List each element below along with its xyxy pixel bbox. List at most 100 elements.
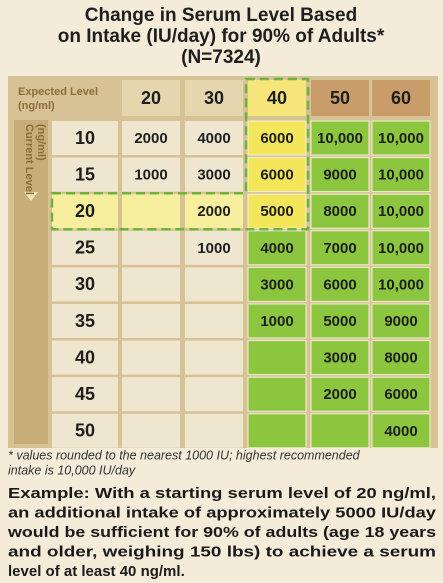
cell-value: 2000 (197, 203, 230, 220)
footnote: * values rounded to the nearest 1000 IU;… (8, 448, 361, 462)
cell (247, 303, 307, 339)
cell (371, 413, 431, 449)
cell (185, 157, 243, 192)
column-label: 40 (267, 88, 287, 108)
footnote: intake is 10,000 IU/day (8, 463, 136, 477)
row-header-text: Current Level (23, 124, 35, 195)
row-label-cell (52, 194, 118, 229)
row-label-cell (52, 230, 118, 265)
cell (371, 230, 431, 266)
example-text: an additional intake of approximately 50… (8, 504, 437, 521)
cell-value: 4000 (260, 240, 293, 257)
cell (122, 157, 180, 192)
cell (247, 376, 307, 412)
cell (247, 413, 307, 449)
cell-value: 10,000 (317, 130, 363, 147)
title: on Intake (IU/day) for 90% of Adults* (58, 26, 385, 47)
cell-value: 9000 (384, 313, 417, 330)
cell (310, 340, 370, 376)
header-label-cell (14, 80, 118, 116)
row-label: 50 (75, 421, 95, 441)
cell (247, 120, 307, 156)
row-label: 25 (75, 238, 95, 258)
cell (185, 230, 243, 265)
cell-value: 2000 (323, 386, 356, 403)
row-label: 45 (75, 384, 95, 404)
column-label: 60 (391, 88, 411, 108)
cell (310, 376, 370, 412)
cell (122, 121, 180, 155)
cell-value: 10,000 (378, 240, 424, 257)
cell-value: 6000 (384, 386, 417, 403)
cell-value: 3000 (323, 350, 356, 367)
row-label: 20 (75, 201, 95, 221)
row-header: Current Level (ng/ml) (23, 124, 47, 195)
cell-value: 1000 (134, 167, 167, 184)
cell (310, 193, 370, 229)
example-text: level of at least 40 ng/ml. (8, 563, 185, 580)
cell (371, 157, 431, 193)
cell (247, 266, 307, 302)
row-label-cell (52, 377, 118, 412)
cell (122, 230, 180, 265)
cell (371, 120, 431, 156)
cell-value: 6000 (323, 276, 356, 293)
column-header-cell (372, 80, 430, 116)
cell (371, 193, 431, 229)
cell (371, 340, 431, 376)
cell (122, 340, 180, 375)
cell-value: 8000 (384, 350, 417, 367)
cell-value: 10,000 (378, 203, 424, 220)
cell-value: 6000 (260, 167, 293, 184)
column-label: 30 (204, 88, 224, 108)
cell (310, 266, 370, 302)
row-label: 10 (75, 128, 95, 148)
cell (185, 194, 243, 229)
cell (247, 230, 307, 266)
row-label: 30 (75, 274, 95, 294)
row-label-cell (52, 340, 118, 375)
cell (371, 266, 431, 302)
cell-value: 8000 (323, 203, 356, 220)
cell-value: 10,000 (378, 276, 424, 293)
example-text: Example: With a starting serum level of … (8, 485, 436, 502)
cell (185, 121, 243, 155)
cell (185, 377, 243, 412)
cell-value: 3000 (260, 276, 293, 293)
cell (310, 157, 370, 193)
cell-value: 5000 (323, 313, 356, 330)
title: Change in Serum Level Based (85, 5, 357, 26)
column-header-cell (185, 80, 243, 116)
example-text: would be sufficient for 90% of adults (a… (7, 524, 436, 541)
cell-value: 2000 (134, 130, 167, 147)
cell (185, 413, 243, 448)
cell (247, 340, 307, 376)
cell (122, 413, 180, 448)
cell-value: 4000 (197, 130, 230, 147)
cell (185, 340, 243, 375)
column-header-cell (311, 80, 369, 116)
row-label-cell (52, 157, 118, 192)
cell (310, 413, 370, 449)
cell (310, 230, 370, 266)
cell-value: 1000 (197, 240, 230, 257)
cell (122, 194, 180, 229)
cell (185, 304, 243, 338)
cell (247, 157, 307, 193)
column-label: 50 (330, 88, 350, 108)
cell-value: 10,000 (378, 167, 424, 184)
column-header: Expected Level (18, 86, 98, 98)
row-label-cell (52, 413, 118, 448)
column-label: 20 (141, 88, 161, 108)
cell-value: 6000 (260, 130, 293, 147)
cell (371, 303, 431, 339)
cell-value: 3000 (197, 167, 230, 184)
column-header: (ng/ml) (18, 100, 55, 112)
row-label: 40 (75, 347, 95, 367)
row-header-text: (ng/ml) (35, 124, 47, 161)
column-header-cell (122, 80, 180, 116)
cell (310, 303, 370, 339)
cell (310, 120, 370, 156)
cell (185, 267, 243, 302)
